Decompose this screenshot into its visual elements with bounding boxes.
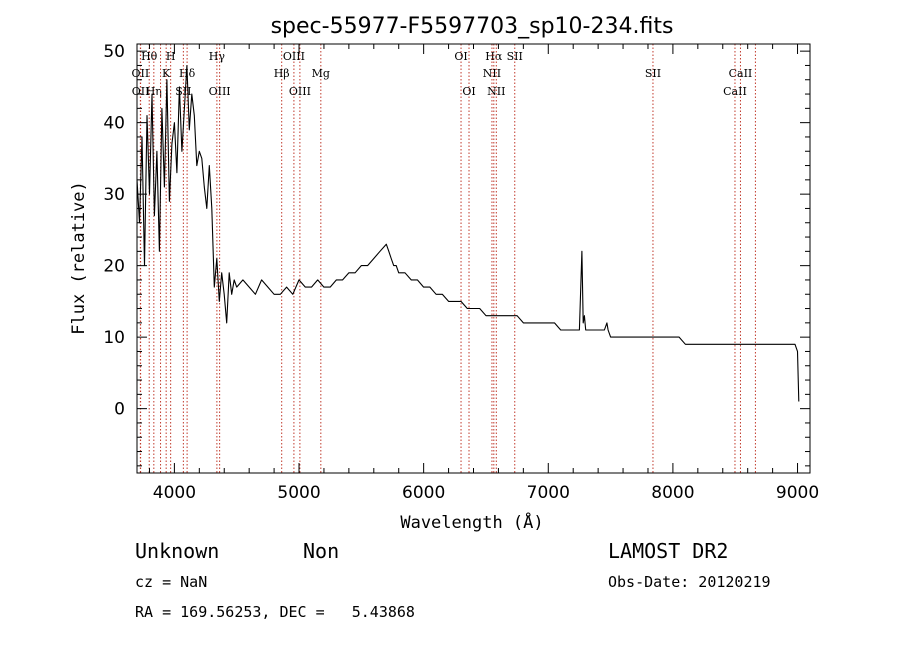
spectral-line-label: SII bbox=[645, 67, 661, 80]
spectral-line-label: NII bbox=[487, 85, 505, 98]
spectral-line-label: Mg bbox=[312, 67, 330, 80]
spectral-line-label: K bbox=[162, 67, 171, 80]
y-axis-ticks: 0 10 20 30 40 50 bbox=[103, 42, 810, 467]
spectral-line-label: Hγ bbox=[209, 50, 226, 63]
y-axis-label: Flux (relative) bbox=[69, 181, 89, 335]
y-tick-label: 0 bbox=[114, 400, 125, 420]
x-tick-label: 6000 bbox=[402, 483, 445, 503]
spectrum-line bbox=[136, 64, 800, 402]
y-tick-label: 40 bbox=[103, 114, 125, 134]
y-tick-label: 10 bbox=[103, 328, 125, 348]
spectral-line-label: OII bbox=[132, 85, 150, 98]
y-tick-label: 50 bbox=[103, 42, 125, 62]
spectral-line-label: OIII bbox=[283, 50, 305, 63]
x-tick-label: 4000 bbox=[153, 483, 196, 503]
spectral-line-label: Hβ bbox=[274, 67, 290, 80]
spectrum-series bbox=[136, 64, 800, 402]
chart-title: spec-55977-F5597703_sp10-234.fits bbox=[271, 14, 674, 39]
survey-name: LAMOST DR2 bbox=[608, 539, 729, 563]
spectral-line-label: Hη bbox=[146, 85, 162, 98]
spectral-line-label: Hθ bbox=[141, 50, 158, 63]
spectral-line-label: OIII bbox=[289, 85, 311, 98]
spectral-line-label: NII bbox=[483, 67, 501, 80]
spectral-line-label: OI bbox=[454, 50, 467, 63]
y-tick-label: 20 bbox=[103, 257, 125, 277]
spectral-line-label: SII bbox=[507, 50, 523, 63]
spectral-line-label: OI bbox=[462, 85, 475, 98]
redshift-readout: cz = NaN bbox=[135, 573, 208, 591]
x-tick-label: 7000 bbox=[527, 483, 570, 503]
spectral-line-label: H bbox=[166, 50, 176, 63]
x-tick-label: 5000 bbox=[277, 483, 320, 503]
plot-frame bbox=[136, 43, 811, 474]
x-tick-label: 8000 bbox=[651, 483, 694, 503]
obs-date: Obs-Date: 20120219 bbox=[608, 573, 771, 591]
spectral-line-label: OIII bbox=[209, 85, 231, 98]
spectral-line-label: CaII bbox=[729, 67, 753, 80]
x-axis-label: Wavelength (Å) bbox=[400, 511, 543, 533]
x-tick-label: 9000 bbox=[776, 483, 819, 503]
spectral-line-label: Hα bbox=[485, 50, 503, 63]
object-subclass: Non bbox=[303, 539, 340, 563]
coordinates-readout: RA = 169.56253, DEC = 5.43868 bbox=[135, 603, 415, 621]
object-class: Unknown bbox=[135, 539, 220, 563]
spectral-line-label: SII bbox=[175, 85, 191, 98]
y-tick-label: 30 bbox=[103, 185, 125, 205]
spectral-line-label: CaII bbox=[723, 85, 747, 98]
x-axis-ticks: 4000 5000 6000 7000 8000 9000 bbox=[148, 44, 819, 503]
